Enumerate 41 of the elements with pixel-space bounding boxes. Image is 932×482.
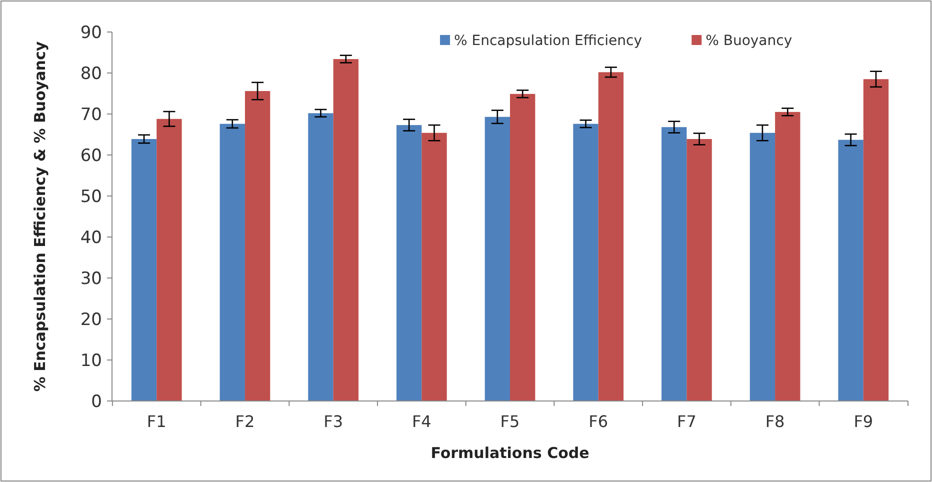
bar [775, 112, 800, 401]
x-tick-label: F2 [235, 412, 255, 431]
bar [422, 132, 447, 401]
y-tick-label: 30 [80, 268, 102, 289]
y-tick-label: 50 [80, 186, 102, 207]
bar [244, 91, 270, 401]
x-tick-label: F5 [500, 412, 520, 431]
legend-label: % Buoyancy [706, 32, 792, 49]
bar [131, 139, 157, 401]
y-tick-label: 70 [80, 104, 102, 125]
bar [510, 94, 536, 401]
x-tick-label: F1 [146, 412, 166, 431]
legend-label: % Encapsulation Efficiency [454, 32, 642, 49]
y-tick-label: 60 [80, 146, 102, 166]
bar [863, 79, 889, 401]
bar [686, 139, 712, 401]
x-tick-label: F7 [676, 412, 696, 431]
x-tick-label: F4 [412, 412, 432, 431]
y-tick-label: 40 [80, 228, 102, 248]
bar [484, 116, 510, 401]
x-tick-label: F6 [588, 412, 608, 431]
bar [220, 124, 245, 401]
x-axis-title: Formulations Code [430, 444, 590, 462]
x-tick-label: F9 [854, 412, 874, 431]
bar [662, 127, 687, 401]
y-tick-label: 20 [80, 310, 102, 330]
bar [156, 118, 182, 401]
bar [838, 140, 864, 401]
bar [598, 72, 624, 401]
y-tick-label: 90 [80, 22, 102, 43]
x-tick-label: F8 [765, 412, 785, 431]
y-tick-label: 80 [80, 64, 102, 84]
y-tick-label: 10 [80, 350, 102, 371]
bar [573, 124, 598, 401]
bar [308, 113, 334, 401]
bar [396, 125, 422, 401]
bar [750, 132, 776, 401]
y-tick-label: 0 [91, 392, 102, 412]
y-axis-title: % Encapsulation Efficiency & % Buoyancy [31, 41, 49, 392]
bar [333, 59, 358, 401]
x-tick-label: F3 [324, 412, 344, 431]
